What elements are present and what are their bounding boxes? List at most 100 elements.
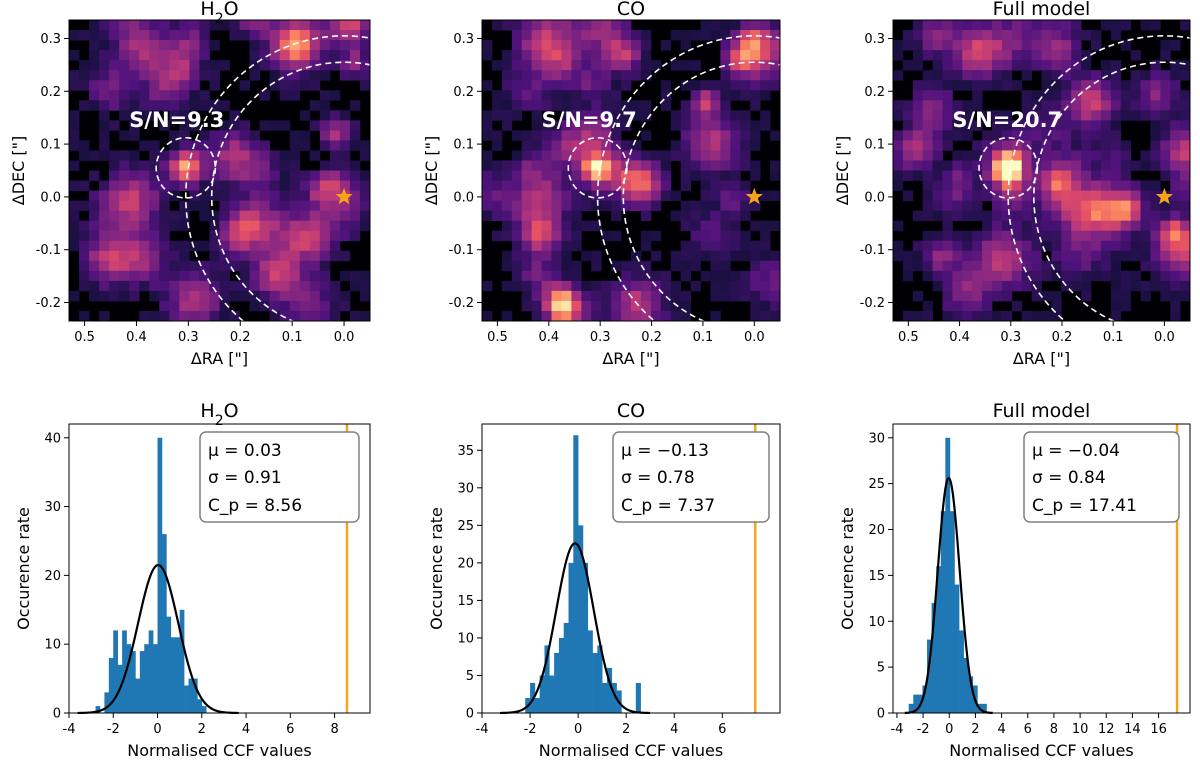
- map-pixel: [571, 70, 582, 81]
- map-pixel: [670, 260, 682, 272]
- map-pixel: [109, 290, 120, 302]
- map-pixel: [1130, 190, 1141, 201]
- map-pixel: [349, 180, 361, 191]
- map-pixel: [279, 90, 291, 101]
- map-pixel: [601, 60, 612, 71]
- map-pixel: [129, 270, 140, 282]
- histogram-bar: [606, 667, 613, 713]
- map-pixel: [239, 290, 250, 302]
- map-pixel: [551, 60, 562, 71]
- map-pixel: [922, 50, 933, 61]
- map-pixel: [1071, 90, 1082, 101]
- map-pixel: [89, 90, 100, 101]
- map-pixel: [219, 60, 230, 71]
- map-pixel: [239, 200, 250, 212]
- map-pixel: [1160, 250, 1171, 262]
- map-pixel: [1150, 150, 1161, 161]
- map-pixel: [1001, 250, 1013, 262]
- map-pixel: [1051, 200, 1062, 212]
- map-pixel: [531, 50, 542, 61]
- map-pixel: [992, 270, 1003, 282]
- map-pixel: [359, 180, 370, 191]
- map-pixel: [531, 170, 542, 181]
- map-pixel: [1160, 150, 1171, 161]
- x-tick-label: 10: [1072, 722, 1089, 737]
- map-pixel: [660, 90, 672, 101]
- y-tick-label: 0: [466, 707, 474, 722]
- map-pixel: [962, 230, 973, 242]
- map-pixel: [720, 210, 731, 222]
- map-pixel: [1061, 130, 1072, 141]
- map-pixel: [159, 40, 170, 51]
- map-pixel: [129, 230, 140, 242]
- map-pixel: [942, 100, 953, 111]
- map-pixel: [932, 80, 943, 91]
- map-pixel: [531, 230, 542, 242]
- map-pixel: [89, 290, 100, 302]
- map-pixel: [1091, 240, 1102, 252]
- map-pixel: [1041, 40, 1052, 51]
- map-pixel: [1021, 40, 1032, 51]
- map-pixel: [79, 250, 90, 262]
- map-pixel: [129, 110, 140, 121]
- map-pixel: [159, 270, 170, 282]
- map-pixel: [531, 280, 542, 292]
- map-pixel: [329, 240, 341, 252]
- map-pixel: [700, 240, 711, 252]
- map-pixel: [1041, 260, 1052, 272]
- map-pixel: [169, 60, 180, 71]
- map-pixel: [660, 150, 672, 161]
- histogram-bar: [113, 630, 118, 713]
- x-tick-label: 8: [330, 722, 338, 737]
- map-pixel: [912, 20, 924, 31]
- map-pixel: [1170, 150, 1181, 161]
- map-pixel: [149, 80, 160, 91]
- map-pixel: [1120, 300, 1131, 312]
- map-pixel: [239, 150, 250, 161]
- map-pixel: [922, 110, 933, 121]
- map-pixel: [571, 220, 582, 232]
- map-pixel: [740, 140, 751, 151]
- map-pixel: [501, 80, 513, 91]
- map-pixel: [601, 200, 612, 212]
- map-pixel: [561, 230, 572, 242]
- map-pixel: [1130, 200, 1141, 212]
- map-pixel: [1170, 180, 1181, 191]
- map-pixel: [309, 300, 321, 312]
- map-pixel: [1061, 170, 1072, 181]
- map-pixel: [511, 80, 523, 91]
- x-axis-label: Normalised CCF values: [949, 741, 1133, 760]
- map-pixel: [551, 170, 562, 181]
- map-pixel: [591, 160, 602, 171]
- map-pixel: [561, 280, 572, 292]
- map-pixel: [932, 70, 943, 81]
- map-pixel: [571, 160, 582, 171]
- map-pixel: [1130, 230, 1141, 242]
- map-pixel: [700, 130, 711, 141]
- map-pixel: [670, 120, 682, 131]
- map-pixel: [289, 30, 301, 41]
- map-pixel: [972, 90, 983, 101]
- map-pixel: [912, 250, 924, 262]
- map-pixel: [491, 210, 503, 222]
- y-tick-label: 20: [44, 569, 61, 584]
- map-pixel: [1140, 290, 1151, 302]
- map-pixel: [319, 160, 331, 171]
- map-pixel: [1140, 100, 1151, 111]
- y-tick-label: -0.1: [36, 243, 61, 258]
- map-pixel: [99, 260, 110, 272]
- map-pixel: [289, 90, 301, 101]
- map-pixel: [482, 210, 493, 222]
- map-pixel: [249, 210, 261, 222]
- map-pixel: [922, 160, 933, 171]
- map-pixel: [531, 300, 542, 312]
- map-pixel: [680, 30, 691, 41]
- map-pixel: [740, 270, 751, 282]
- map-pixel: [521, 190, 533, 201]
- map-pixel: [259, 280, 271, 292]
- map-pixel: [992, 110, 1003, 121]
- map-pixel: [1051, 120, 1062, 131]
- map-pixel: [1001, 160, 1013, 171]
- map-pixel: [621, 150, 632, 161]
- map-pixel: [219, 230, 230, 242]
